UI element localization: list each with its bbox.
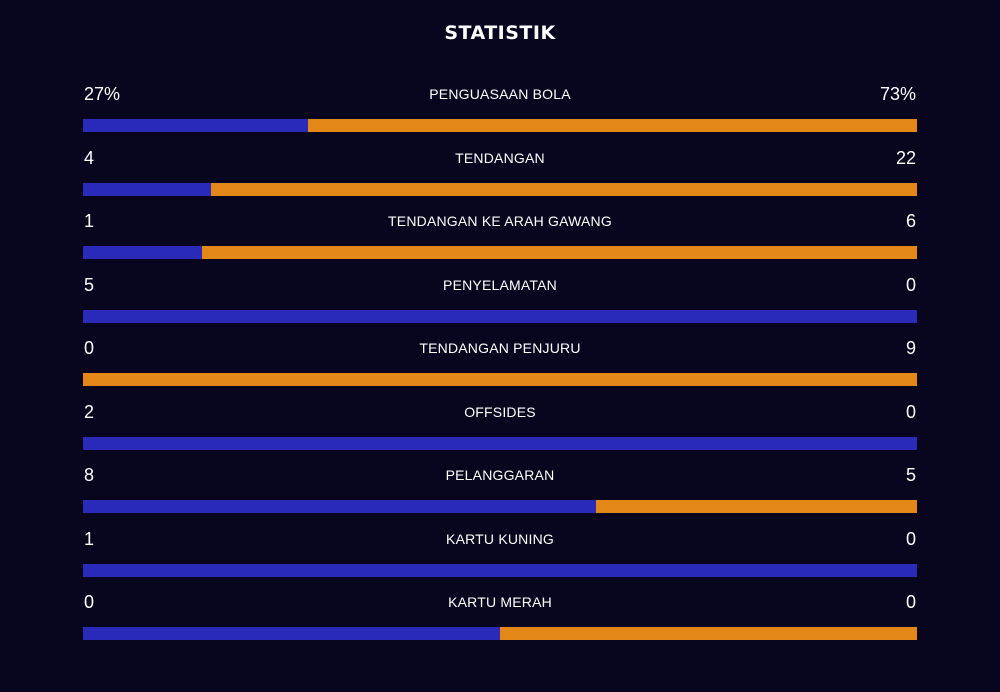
away-bar-segment (308, 119, 917, 132)
away-value: 9 (905, 338, 916, 358)
away-value: 5 (905, 465, 916, 485)
stat-row-shots: 4 TENDANGAN 22 (83, 144, 917, 197)
comparison-bar (83, 627, 917, 640)
stat-row-fouls: 8 PELANGGARAN 5 (83, 461, 917, 514)
stat-row-shots-on-target: 1 TENDANGAN KE ARAH GAWANG 6 (83, 207, 917, 260)
away-value: 0 (905, 401, 916, 422)
home-bar-segment (83, 309, 917, 323)
away-bar-segment (83, 373, 917, 386)
home-value: 1 (84, 528, 95, 549)
home-value: 4 (84, 147, 95, 168)
comparison-bar (83, 563, 917, 577)
stat-label: PELANGGARAN (445, 467, 555, 483)
stat-label: PENGUASAAN BOLA (429, 86, 571, 102)
home-value: 0 (84, 338, 95, 358)
comparison-bar (83, 182, 917, 196)
stat-list: 27% PENGUASAAN BOLA 73% 4 TENDANGAN 22 1… (83, 80, 917, 652)
stat-label: KARTU MERAH (448, 594, 552, 610)
home-bar-segment (83, 627, 500, 640)
stat-row-red-cards: 0 KARTU MERAH 0 (83, 588, 917, 641)
comparison-bar (83, 500, 917, 513)
home-value: 27% (84, 84, 121, 104)
stat-label: PENYELAMATAN (443, 276, 557, 293)
comparison-bar (83, 246, 917, 259)
stat-label: TENDANGAN PENJURU (419, 340, 581, 356)
home-value: 2 (84, 401, 95, 422)
home-bar-segment (83, 246, 203, 259)
home-bar-segment (83, 182, 212, 196)
comparison-bar (83, 119, 917, 132)
comparison-bar (83, 436, 917, 450)
home-value: 0 (84, 592, 95, 612)
home-value: 5 (84, 274, 95, 295)
stat-row-offsides: 2 OFFSIDES 0 (83, 398, 917, 451)
home-bar-segment (83, 436, 917, 450)
stat-row-yellow-cards: 1 KARTU KUNING 0 (83, 525, 917, 578)
away-bar-segment (202, 246, 917, 259)
home-bar-segment (83, 500, 597, 513)
away-value: 0 (905, 528, 916, 549)
away-bar-segment (500, 627, 917, 640)
panel-title: STATISTIK (444, 22, 556, 44)
stat-row-possession: 27% PENGUASAAN BOLA 73% (83, 80, 917, 133)
away-value: 73% (879, 84, 916, 104)
stat-label: OFFSIDES (464, 403, 536, 420)
home-bar-segment (83, 119, 309, 132)
home-value: 8 (84, 465, 95, 485)
stat-label: TENDANGAN KE ARAH GAWANG (388, 213, 612, 229)
away-value: 6 (905, 211, 916, 231)
away-bar-segment (596, 500, 917, 513)
away-value: 0 (905, 592, 916, 612)
stat-row-saves: 5 PENYELAMATAN 0 (83, 271, 917, 324)
stat-row-corners: 0 TENDANGAN PENJURU 9 (83, 334, 917, 387)
comparison-bar (83, 309, 917, 323)
away-bar-segment (211, 182, 917, 196)
comparison-bar (83, 373, 917, 386)
stat-label: KARTU KUNING (446, 530, 554, 547)
stat-label: TENDANGAN (455, 149, 545, 166)
home-value: 1 (84, 211, 95, 231)
away-value: 0 (905, 274, 916, 295)
home-bar-segment (83, 563, 917, 577)
away-value: 22 (895, 147, 916, 168)
